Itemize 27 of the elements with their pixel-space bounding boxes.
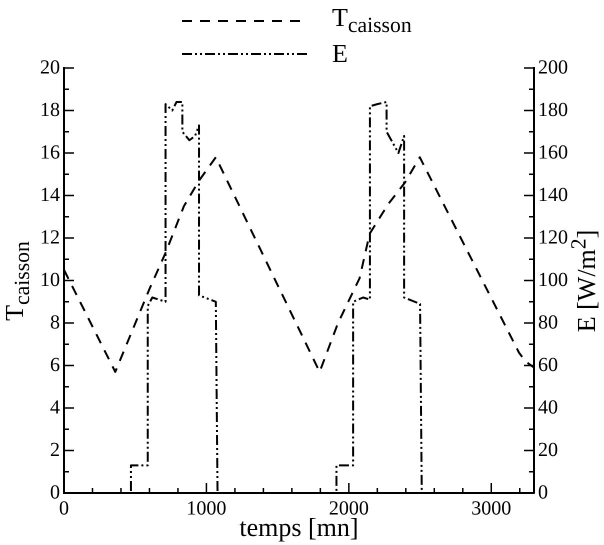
y-tick-label: 10 xyxy=(40,268,60,291)
y2-tick-label: 120 xyxy=(538,226,568,248)
y-tick-label: 4 xyxy=(50,396,60,418)
x-tick-label: 1000 xyxy=(186,497,226,520)
y-tick-label: 20 xyxy=(40,56,60,78)
y-tick-label: 18 xyxy=(40,98,60,121)
y-tick-label: 8 xyxy=(50,311,60,334)
y2-tick-label: 100 xyxy=(538,268,568,291)
y-tick-label: 0 xyxy=(50,481,60,504)
y2-tick-label: 200 xyxy=(538,56,568,78)
y2-tick-label: 160 xyxy=(538,141,568,164)
x-tick-label: 3000 xyxy=(471,497,512,520)
x-tick-label: 2000 xyxy=(328,497,369,520)
y2-tick-label: 140 xyxy=(538,184,568,206)
y2-tick-label: 60 xyxy=(538,354,558,376)
y2-tick-label: 40 xyxy=(538,396,558,418)
y2-tick-label: 20 xyxy=(538,438,558,461)
y-tick-label: 14 xyxy=(40,184,60,206)
legend-label: T$_{caisson}$ xyxy=(332,2,412,38)
y-tick-label: 12 xyxy=(40,226,60,248)
y2-tick-label: 0 xyxy=(538,481,548,504)
y-tick-label: 6 xyxy=(50,354,60,376)
y-tick-label: 2 xyxy=(50,438,60,461)
y2-tick-label: 80 xyxy=(538,311,558,334)
legend-label: E xyxy=(332,38,348,68)
y2-tick-label: 180 xyxy=(538,98,568,121)
y-tick-label: 16 xyxy=(40,141,60,164)
